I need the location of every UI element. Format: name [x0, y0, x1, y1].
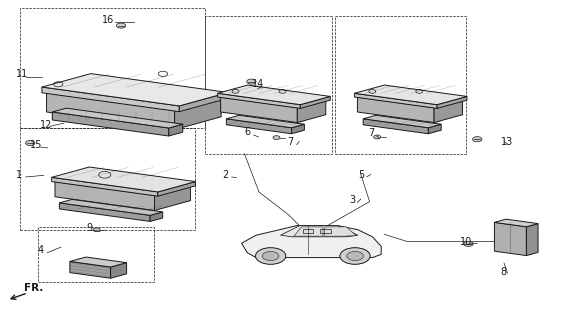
Polygon shape — [169, 124, 183, 136]
Text: 15: 15 — [30, 140, 42, 150]
Polygon shape — [428, 124, 441, 134]
Text: 6: 6 — [244, 127, 251, 137]
Polygon shape — [221, 89, 326, 108]
Polygon shape — [154, 185, 190, 211]
Polygon shape — [354, 93, 437, 108]
Polygon shape — [292, 124, 304, 134]
Polygon shape — [52, 167, 196, 192]
Polygon shape — [179, 92, 228, 112]
Text: 1: 1 — [16, 170, 23, 180]
Polygon shape — [363, 119, 428, 134]
Polygon shape — [55, 181, 154, 211]
Text: 16: 16 — [102, 15, 114, 25]
Polygon shape — [325, 227, 356, 236]
Text: 14: 14 — [252, 79, 264, 89]
Text: 13: 13 — [501, 137, 513, 147]
Polygon shape — [281, 226, 358, 237]
Text: 3: 3 — [349, 195, 356, 205]
Polygon shape — [221, 97, 297, 123]
Polygon shape — [52, 177, 158, 196]
Polygon shape — [52, 108, 183, 128]
Bar — [205, 16, 332, 154]
Bar — [20, 8, 205, 128]
Text: 7: 7 — [368, 128, 375, 138]
Polygon shape — [357, 97, 434, 123]
Text: 10: 10 — [460, 237, 472, 247]
Circle shape — [347, 252, 363, 260]
Circle shape — [262, 252, 279, 260]
Polygon shape — [42, 87, 179, 112]
Polygon shape — [218, 93, 300, 108]
Polygon shape — [363, 115, 441, 128]
Polygon shape — [150, 212, 163, 221]
Polygon shape — [158, 181, 196, 196]
Polygon shape — [437, 96, 467, 108]
Bar — [320, 229, 331, 233]
Circle shape — [116, 23, 126, 28]
Polygon shape — [354, 85, 467, 105]
Circle shape — [473, 137, 482, 142]
Polygon shape — [55, 172, 190, 195]
Polygon shape — [70, 257, 127, 267]
Text: 7: 7 — [288, 137, 294, 147]
Polygon shape — [226, 119, 292, 134]
Text: 2: 2 — [222, 170, 229, 180]
Polygon shape — [294, 227, 323, 236]
Polygon shape — [357, 89, 463, 108]
Text: 9: 9 — [86, 223, 93, 233]
Circle shape — [255, 248, 286, 264]
Text: FR.: FR. — [24, 283, 44, 293]
Circle shape — [273, 136, 280, 140]
Circle shape — [26, 140, 35, 146]
Polygon shape — [242, 226, 381, 258]
Polygon shape — [218, 85, 330, 105]
Polygon shape — [111, 263, 127, 278]
Circle shape — [340, 248, 370, 264]
Polygon shape — [52, 112, 169, 136]
Bar — [20, 128, 195, 230]
Text: 5: 5 — [358, 170, 364, 180]
Polygon shape — [494, 222, 527, 256]
Bar — [303, 229, 313, 233]
Polygon shape — [434, 100, 463, 123]
Text: 4: 4 — [38, 245, 44, 255]
Text: 8: 8 — [501, 267, 507, 276]
Polygon shape — [42, 74, 228, 106]
Polygon shape — [527, 224, 538, 256]
Bar — [38, 227, 154, 282]
Polygon shape — [59, 203, 150, 221]
Polygon shape — [47, 80, 221, 110]
Circle shape — [464, 241, 473, 246]
Polygon shape — [175, 98, 221, 130]
Polygon shape — [47, 93, 175, 130]
Circle shape — [93, 228, 100, 232]
Polygon shape — [59, 199, 163, 215]
Polygon shape — [297, 100, 326, 123]
Text: 12: 12 — [40, 120, 52, 130]
Circle shape — [247, 79, 256, 84]
Polygon shape — [70, 261, 111, 278]
Polygon shape — [300, 96, 330, 108]
Text: 11: 11 — [16, 69, 29, 79]
Polygon shape — [494, 219, 538, 227]
Bar — [335, 16, 466, 154]
Circle shape — [374, 135, 381, 139]
Polygon shape — [226, 115, 304, 128]
